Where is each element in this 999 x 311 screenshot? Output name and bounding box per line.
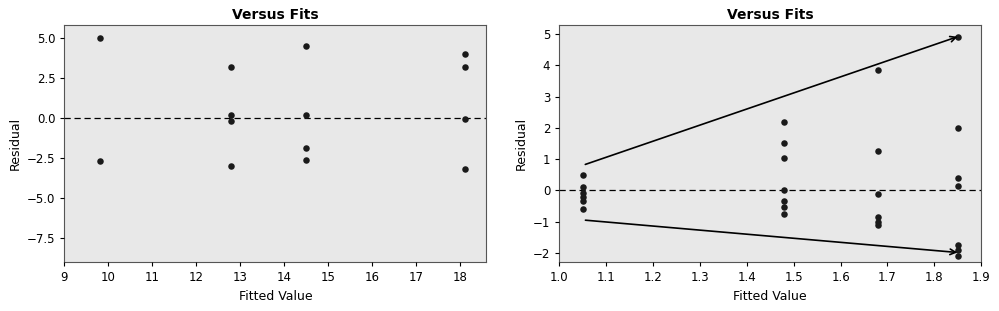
Point [950,35,966,40]
Point [574,191,590,196]
Point [224,118,240,123]
Point [776,199,792,204]
Point [457,116,473,121]
Point [950,253,966,258]
Point [870,214,886,219]
Point [574,172,590,177]
X-axis label: Fitted Value: Fitted Value [733,290,807,303]
X-axis label: Fitted Value: Fitted Value [239,290,313,303]
Point [776,211,792,216]
Y-axis label: Residual: Residual [514,117,527,170]
Point [224,164,240,169]
Point [92,159,108,164]
Point [950,125,966,130]
Point [299,146,315,151]
Point [224,112,240,117]
Title: Versus Fits: Versus Fits [232,8,319,22]
Point [776,141,792,146]
Point [299,157,315,162]
Point [776,188,792,193]
Point [950,247,966,252]
Point [457,64,473,69]
Point [457,167,473,172]
Point [776,155,792,160]
Point [299,43,315,48]
Point [92,35,108,40]
Point [574,207,590,211]
Point [870,192,886,197]
Point [950,243,966,248]
Point [776,119,792,124]
Point [457,51,473,56]
Point [870,68,886,73]
Point [950,175,966,180]
Point [299,112,315,117]
Title: Versus Fits: Versus Fits [727,8,813,22]
Y-axis label: Residual: Residual [8,117,21,170]
Point [574,185,590,190]
Point [870,222,886,227]
Point [224,64,240,69]
Point [870,149,886,154]
Point [870,219,886,224]
Point [776,205,792,210]
Point [574,199,590,204]
Point [950,183,966,188]
Point [574,194,590,199]
